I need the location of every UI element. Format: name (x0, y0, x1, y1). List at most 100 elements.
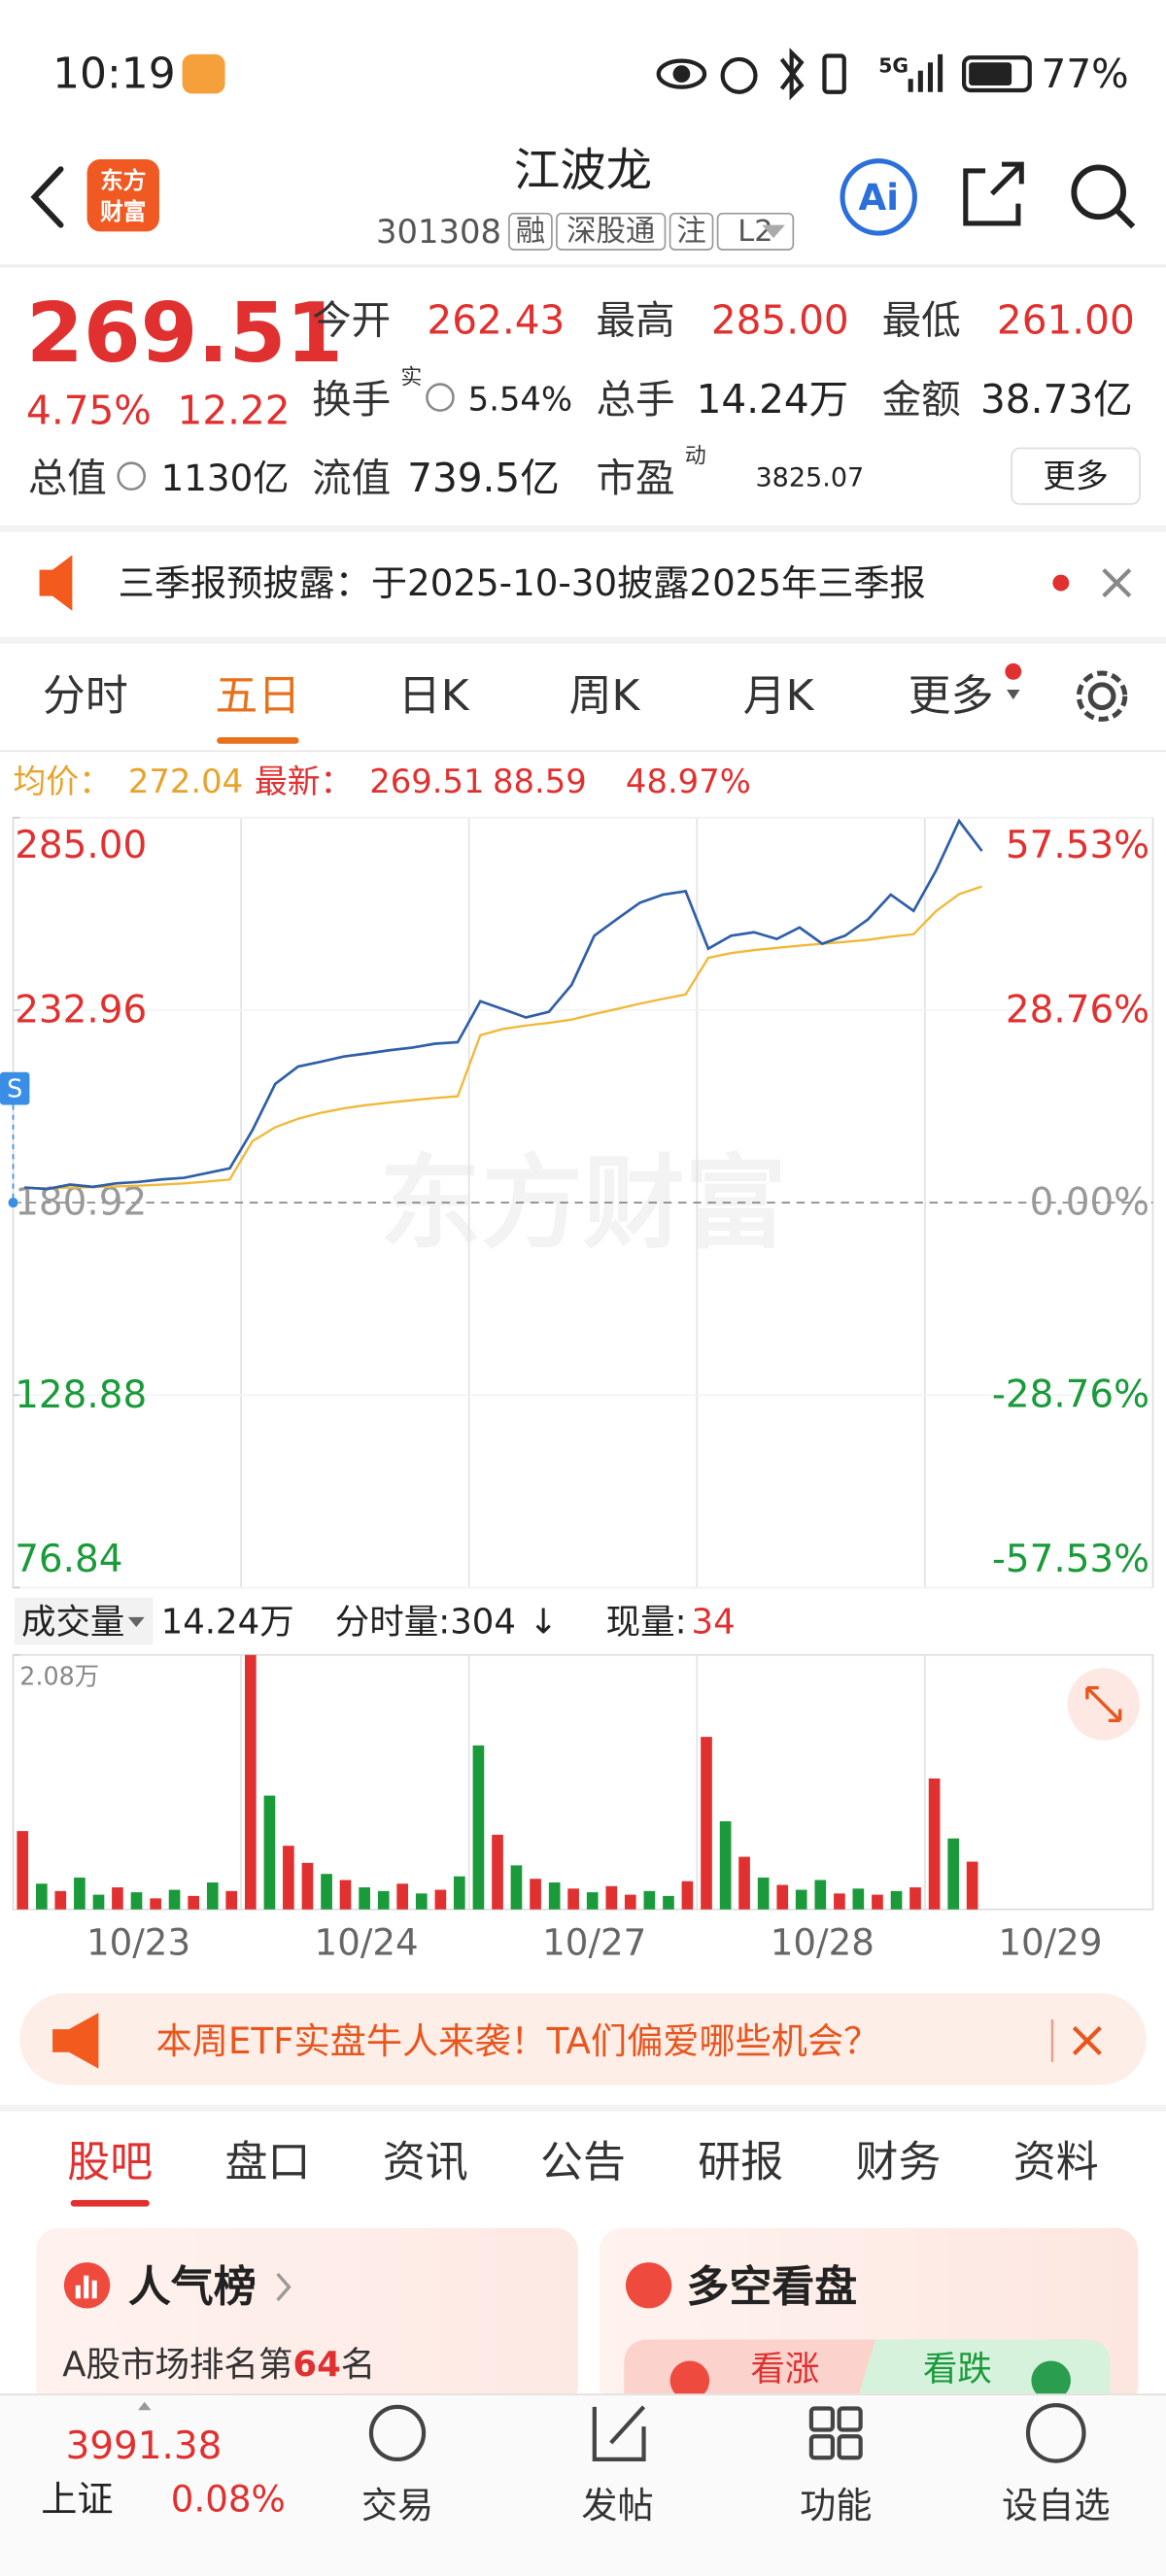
volume-now-label: 现量: (606, 1602, 687, 1642)
tab[interactable]: 日K (398, 671, 470, 721)
banner-text[interactable]: 本周ETF实盘牛人来袭！TA们偏爱哪些机会？ (156, 2019, 880, 2062)
volume-bar (701, 1737, 712, 1910)
volume-bar (36, 1883, 48, 1910)
bull-label[interactable]: 看涨 (750, 2349, 819, 2389)
section-tab[interactable]: 资讯 (383, 2138, 468, 2187)
section-tab[interactable]: 股吧 (67, 2138, 153, 2187)
app-icon (182, 53, 225, 94)
volume-bar (681, 1881, 694, 1910)
index-value[interactable]: 3991.38 (66, 2424, 223, 2468)
y-tick-label: 128.88 (15, 1373, 147, 1417)
y-tick-label: 76.84 (15, 1538, 122, 1581)
divider (0, 525, 1166, 532)
section-tab[interactable]: 财务 (856, 2138, 942, 2187)
rank-prefix: A股市场排名第 (62, 2344, 292, 2384)
index-pct[interactable]: 0.08% (171, 2477, 286, 2520)
tab-arrow (1007, 689, 1020, 700)
volume-bar (339, 1880, 352, 1910)
section-tab[interactable]: 资料 (1013, 2138, 1099, 2187)
settings-button[interactable] (1076, 670, 1128, 722)
notice[interactable]: 三季报预披露：于2025-10-30披露2025年三季报 (119, 561, 926, 604)
price: 269.51 (26, 286, 343, 381)
tab[interactable]: 周K (569, 671, 641, 721)
avg-value: 272.04 (128, 763, 243, 800)
close-button[interactable] (1102, 568, 1132, 598)
latest-pct: 48.97% (626, 763, 751, 800)
date-label: 10/27 (542, 1921, 646, 1964)
volume-bar (321, 1874, 332, 1910)
status-time: 10:19 (52, 50, 176, 99)
volume-selector[interactable] (15, 1597, 154, 1645)
card-title[interactable]: 人气榜 (128, 2262, 257, 2312)
index-arrow (137, 2401, 152, 2411)
y2-tick-label: -28.76% (992, 1373, 1149, 1417)
rank-card[interactable] (36, 2227, 578, 2409)
tab[interactable]: 五日 (215, 671, 300, 721)
bear-label[interactable]: 看跌 (923, 2349, 992, 2389)
divider (0, 264, 1166, 268)
volume-bar (966, 1861, 978, 1910)
y2-tick-label: 28.76% (1006, 988, 1149, 1032)
field-label: 今开 (312, 297, 391, 344)
field-sup: 动 (685, 444, 706, 468)
index-name[interactable]: 上证 (41, 2477, 113, 2520)
volume-bar (567, 1888, 579, 1910)
nav-label[interactable]: 功能 (800, 2484, 872, 2526)
field-label: 总值 (28, 455, 107, 501)
volume-bar (396, 1883, 408, 1910)
volume-bar (872, 1894, 883, 1910)
rank-suffix: 名 (341, 2344, 375, 2384)
date-label: 10/23 (86, 1921, 190, 1964)
info-icons (117, 383, 455, 491)
ai-label[interactable]: Ai (858, 176, 899, 219)
volume-bar (757, 1877, 770, 1910)
volume-bar (359, 1887, 370, 1910)
quote-fields: 今开 262.43 最高 285.00 最低 261.00 换手 实 5.54% 总手 14.24万… (28, 297, 1135, 501)
volume-now: 34 (692, 1602, 736, 1642)
field-value: 14.24万 (697, 376, 849, 423)
field-label: 流值 (312, 455, 391, 501)
field-value: 285.00 (711, 297, 849, 344)
tab[interactable]: 更多 (909, 671, 994, 721)
volume-bar (206, 1882, 219, 1910)
field-label: 最低 (882, 297, 961, 344)
volume-bar (947, 1838, 960, 1910)
volume-bar (548, 1882, 561, 1910)
volume-bar (92, 1894, 105, 1910)
card-title[interactable]: 多空看盘 (686, 2262, 857, 2312)
dropdown[interactable] (762, 224, 785, 239)
signal (908, 53, 943, 92)
back-button[interactable] (30, 166, 64, 228)
volume-bar (719, 1821, 732, 1910)
tab[interactable]: 月K (743, 671, 815, 721)
nav-label[interactable]: 发帖 (581, 2484, 653, 2526)
section-tab[interactable]: 公告 (540, 2138, 626, 2187)
field-value: 261.00 (997, 297, 1135, 344)
marker-dot (8, 1198, 18, 1208)
volume-label[interactable]: 成交量 (21, 1602, 124, 1642)
nav-label[interactable]: 交易 (361, 2484, 433, 2526)
search-button[interactable] (1071, 164, 1136, 229)
ai-button[interactable] (840, 158, 917, 236)
volume-bar (814, 1880, 827, 1910)
banner[interactable] (19, 1992, 1147, 2085)
period-tabs: 分时 五日 日K 周K 月K 更多 (43, 671, 994, 744)
more-button[interactable] (1011, 447, 1141, 505)
volume-bar (605, 1885, 618, 1910)
nav-label[interactable]: 设自选 (1002, 2484, 1111, 2526)
volume-bar (301, 1862, 314, 1910)
field-label: 换手 (312, 376, 391, 423)
price-chart: 57.53% 28.76% 0.00% -28.76% -57.53% 285.00 232… (0, 816, 1154, 1589)
expand-icon (1085, 1685, 1122, 1723)
tag-box (556, 212, 667, 251)
rank-text: A股市场排名第64名 (62, 2344, 375, 2384)
share-button[interactable] (963, 161, 1024, 226)
section-tab[interactable]: 研报 (698, 2138, 783, 2187)
y2-tick-label: -57.53% (992, 1538, 1149, 1581)
more-label[interactable]: 更多 (1043, 458, 1109, 495)
section-tab[interactable]: 盘口 (225, 2138, 311, 2187)
volume-bar (738, 1856, 750, 1910)
banner-close[interactable] (1072, 2025, 1102, 2055)
volume-bar (834, 1893, 845, 1910)
tab[interactable]: 分时 (43, 671, 128, 721)
